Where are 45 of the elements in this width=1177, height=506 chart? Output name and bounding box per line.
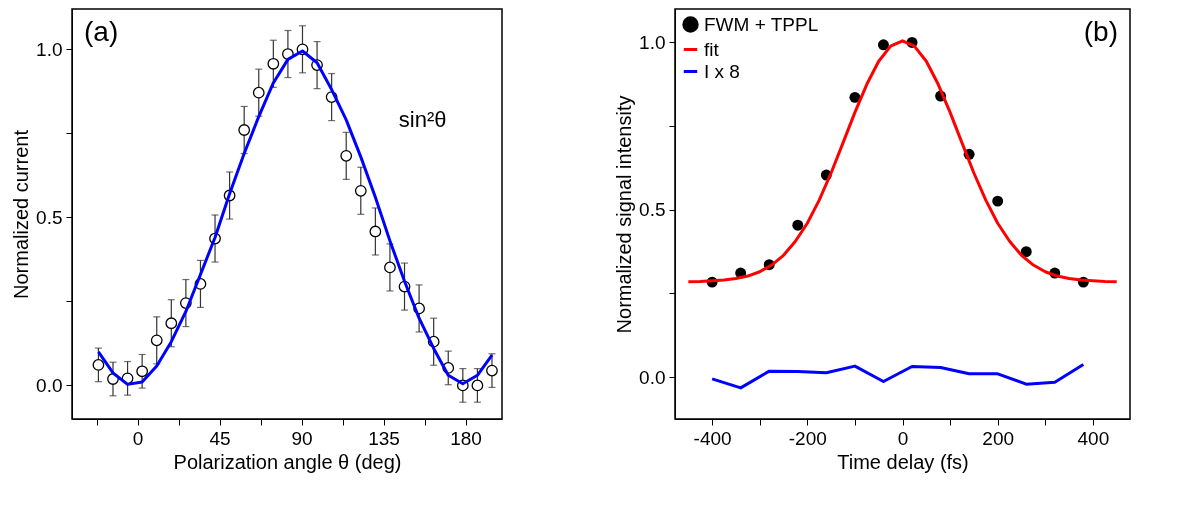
point xyxy=(471,379,484,392)
point xyxy=(877,39,889,51)
x-axis-title: Polarization angle θ (deg) xyxy=(173,450,402,473)
point xyxy=(92,359,105,371)
y-axis-title: Normalized signal intensity xyxy=(613,95,636,334)
point xyxy=(384,261,396,274)
x-tick-label: 0 xyxy=(132,427,144,449)
y-tick-label: 0.5 xyxy=(639,199,666,221)
y-tick-label: 0.0 xyxy=(36,374,63,396)
point xyxy=(354,184,367,197)
x-axis-title: Time delay (fs) xyxy=(837,450,969,473)
y-tick-label: 0.5 xyxy=(36,206,63,228)
y-tick-label: 1.0 xyxy=(639,31,666,53)
point xyxy=(150,334,163,347)
point xyxy=(792,219,804,231)
legend-label: FWM + TPPL xyxy=(704,13,819,35)
point xyxy=(165,317,178,330)
point xyxy=(252,86,265,99)
x-tick-label: 45 xyxy=(209,427,231,449)
y-tick-label: 1.0 xyxy=(36,38,63,60)
point xyxy=(136,365,149,378)
point xyxy=(992,195,1004,207)
annotation: (b) xyxy=(1083,16,1118,47)
x-tick-label: 90 xyxy=(291,427,313,449)
y-axis-title: Normalized current xyxy=(10,129,33,299)
x-tick-label: 180 xyxy=(450,427,482,449)
annotation: (a) xyxy=(84,16,119,47)
x-tick-label: 0 xyxy=(897,427,909,449)
x-tick-label: 400 xyxy=(1077,427,1110,449)
legend-label: I x 8 xyxy=(704,60,740,82)
y-tick-label: 0.0 xyxy=(639,366,666,388)
x-tick-label: -400 xyxy=(693,427,732,449)
legend-label: fit xyxy=(704,38,720,60)
point xyxy=(1020,246,1032,258)
x-tick-label: -200 xyxy=(788,427,827,449)
line-series xyxy=(710,362,1085,390)
point xyxy=(849,91,861,103)
point xyxy=(369,225,382,238)
x-tick-label: 135 xyxy=(368,427,400,449)
point xyxy=(267,57,280,70)
point xyxy=(486,364,498,377)
x-tick-label: 200 xyxy=(982,427,1015,449)
point xyxy=(340,149,353,162)
point xyxy=(238,124,251,136)
annotation: sin²θ xyxy=(398,106,447,132)
